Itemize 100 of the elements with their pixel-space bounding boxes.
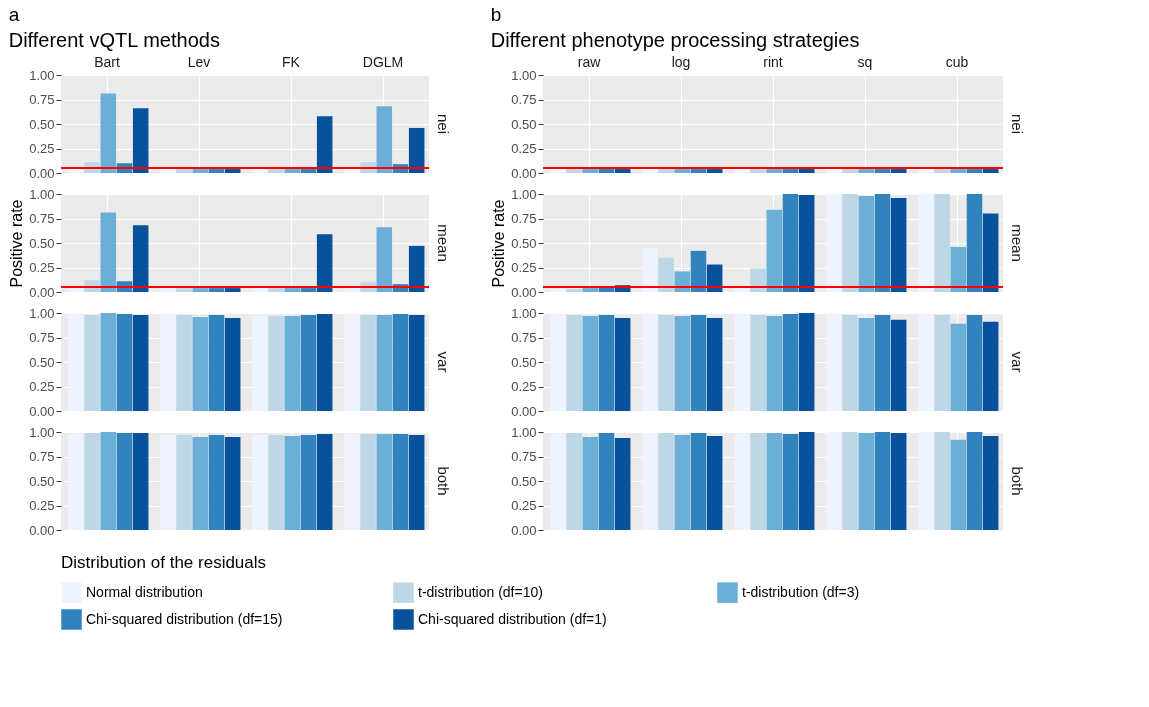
bar [890,319,907,411]
y-tick-label: 0.00 [511,522,537,538]
y2-axis-title: mean [1009,224,1026,262]
y-tick-label: 0.25 [29,141,55,156]
bar [874,194,891,292]
bar [858,195,875,292]
bar [582,288,599,292]
x-tick-label: FK [282,53,301,70]
y-tick-label: 0.00 [29,403,55,419]
y-tick-label: 0.00 [511,403,537,419]
bar [100,93,117,173]
bar [950,246,967,292]
x-tick-label: raw [577,53,602,70]
bar [132,108,149,173]
y-tick-label: 0.00 [511,284,537,300]
bar [658,314,674,411]
bar [176,288,192,292]
y-tick-label: 0.25 [29,379,55,394]
legend-label: Chi-squared distribution (df=1) [418,610,607,627]
y-axis-title: Positive rate [490,199,508,288]
bar [674,315,691,411]
y2-axis-title: both [1009,466,1026,496]
bar [252,288,268,292]
text: a [8,4,20,25]
bar [918,314,934,411]
bar [798,194,815,292]
bar [934,194,950,292]
bar [842,314,858,411]
bar [192,169,209,173]
y-tick-label: 0.25 [511,379,537,394]
bar [550,289,566,292]
y-tick-label: 0.50 [511,116,537,132]
bar [782,313,799,411]
bar [658,257,674,292]
bar [376,227,393,292]
bar [224,169,241,173]
legend-label: t-distribution (df=3) [742,583,860,600]
bar [782,194,799,292]
y-tick-label: 0.50 [29,473,55,489]
bar [408,245,425,292]
bar [734,314,750,411]
y-tick-label: 0.00 [29,284,55,300]
bar [982,213,999,292]
y-tick-label: 0.75 [29,211,55,226]
text: Different vQTL methods [8,29,220,51]
bar [192,288,209,292]
bar [300,288,317,292]
y-tick-label: 0.25 [29,260,55,275]
bar [376,106,393,173]
bar [706,317,723,411]
bar [268,169,284,173]
x-tick-label: log [671,53,691,70]
bar [918,194,934,292]
y2-axis-title: var [1009,351,1026,373]
bar [798,313,815,411]
bar [966,194,983,292]
y-tick-label: 1.00 [29,186,55,202]
bar [300,169,317,173]
bar [566,289,582,292]
y-tick-label: 0.25 [511,260,537,275]
bar [750,268,766,292]
y-tick-label: 0.00 [29,522,55,538]
bar [642,247,658,292]
bar [268,288,284,292]
y-tick-label: 1.00 [29,424,55,440]
bar [614,317,631,411]
bar [252,169,268,173]
bar [224,288,241,292]
bar [550,314,566,411]
bar [690,250,707,292]
bar [408,127,425,173]
x-tick-label: cub [945,53,969,70]
bar [690,314,707,411]
y-tick-label: 0.00 [29,165,55,181]
bar [950,323,967,411]
bar [284,169,301,173]
bar [598,314,615,411]
x-tick-label: Lev [187,53,211,70]
legend-label: Normal distribution [86,583,203,600]
bar [284,288,301,292]
y-tick-label: 0.25 [511,141,537,156]
bar [826,194,842,292]
bar [766,315,783,411]
bar [982,321,999,411]
bar [874,314,891,411]
y-tick-label: 1.00 [29,305,55,321]
bar [582,315,599,411]
y-tick-label: 0.50 [29,235,55,251]
y-tick-label: 1.00 [29,67,55,83]
legend-label: Chi-squared distribution (df=15) [86,610,283,627]
bar [934,314,950,411]
y-tick-label: 0.25 [29,498,55,513]
bar [160,288,176,292]
bar [750,314,766,411]
y-tick-label: 0.75 [511,211,537,226]
y-tick-label: 1.00 [511,305,537,321]
x-tick-label: Bart [94,53,120,70]
x-tick-label: sq [857,53,873,70]
x-tick-label: DGLM [362,53,404,70]
y-tick-label: 0.75 [29,330,55,345]
